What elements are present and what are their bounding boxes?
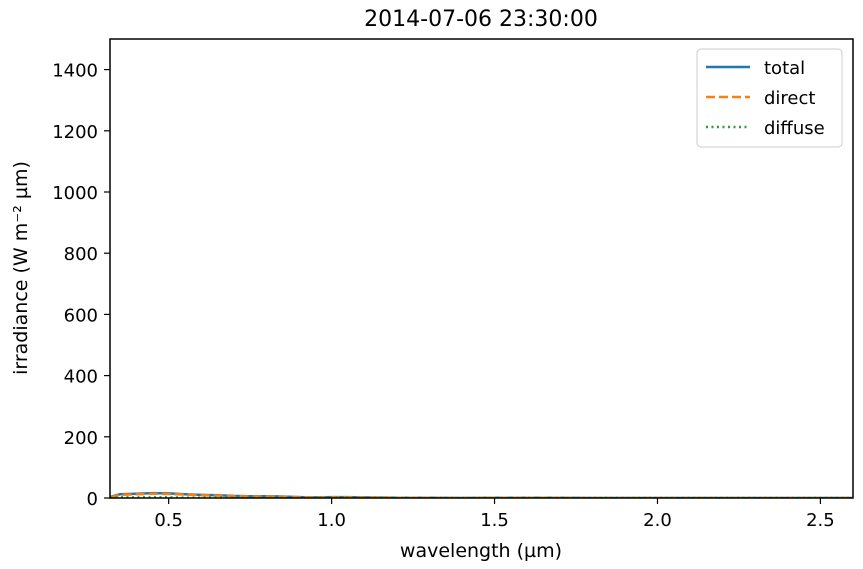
y-tick-label: 200	[64, 428, 98, 449]
y-tick-label: 800	[64, 244, 98, 265]
x-tick-label: 0.5	[154, 510, 183, 531]
legend: total direct diffuse	[696, 48, 843, 148]
plot-area	[109, 38, 854, 499]
y-tick-label: 1200	[52, 122, 98, 143]
x-tick-label: 2.0	[643, 510, 672, 531]
x-axis-label: wavelength (µm)	[400, 540, 562, 562]
legend-label-total: total	[764, 58, 805, 79]
legend-box	[696, 48, 843, 148]
x-tick-label: 1.0	[317, 510, 346, 531]
y-tick-label: 1000	[52, 183, 98, 204]
x-tick-label: 1.5	[480, 510, 509, 531]
x-tick-label: 2.5	[806, 510, 835, 531]
y-axis-label: irradiance (W m⁻² µm)	[10, 161, 32, 375]
plot-frame	[109, 38, 854, 499]
y-tick-label: 1400	[52, 61, 98, 82]
legend-label-direct: direct	[764, 88, 815, 109]
y-tick-label: 400	[64, 367, 98, 388]
x-axis-ticks: 0.5 1.0 1.5 2.0 2.5	[154, 498, 835, 531]
y-axis-ticks: 0 200 400 600 800 1000 1200 1400	[52, 61, 110, 510]
legend-label-diffuse: diffuse	[764, 118, 825, 139]
y-tick-label: 0	[87, 489, 98, 510]
chart-title: 2014-07-06 23:30:00	[364, 7, 598, 32]
y-tick-label: 600	[64, 305, 98, 326]
